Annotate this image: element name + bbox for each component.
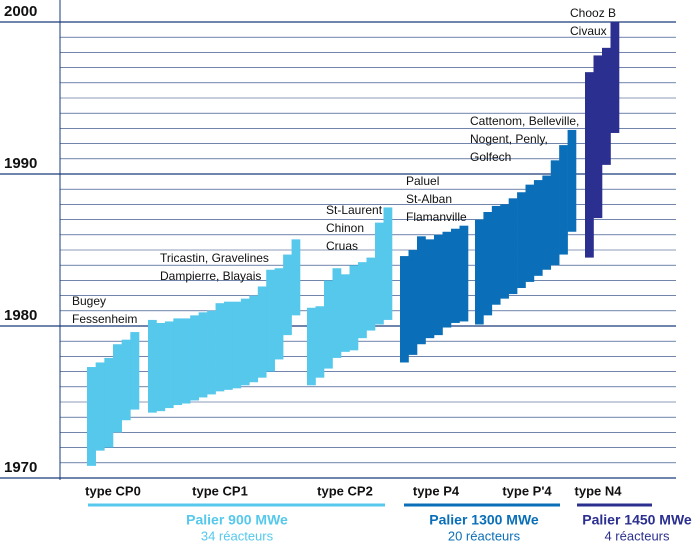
site-label: Paluel — [406, 174, 439, 188]
bar — [491, 205, 501, 305]
palier-name: Palier 1300 MWe — [429, 512, 539, 528]
palier-count: 20 réacteurs — [448, 528, 521, 543]
bar — [593, 55, 603, 219]
bar — [181, 318, 191, 404]
palier-count: 4 réacteurs — [604, 528, 670, 543]
bar — [148, 319, 157, 413]
bar — [500, 204, 509, 299]
bar — [408, 250, 418, 355]
bar — [508, 198, 518, 295]
bar — [375, 222, 384, 325]
bar — [164, 321, 174, 409]
bar — [459, 225, 469, 322]
group-label: type P4 — [413, 483, 460, 498]
site-label: Bugey — [72, 294, 106, 308]
group-label: type CP0 — [85, 483, 141, 498]
bar — [475, 219, 484, 325]
site-label: Cattenom, Belleville, — [470, 114, 579, 128]
site-label: Chinon — [326, 221, 364, 235]
bar — [156, 322, 166, 412]
bar — [232, 301, 242, 389]
bar — [383, 207, 393, 320]
bar — [358, 262, 367, 339]
bar — [341, 274, 350, 352]
bar — [190, 315, 199, 401]
group-label: type CP2 — [317, 483, 373, 498]
bar — [434, 234, 443, 336]
site-label: Flamanville — [406, 210, 467, 224]
bar — [173, 318, 183, 406]
bar — [425, 239, 435, 339]
y-tick-label: 1970 — [4, 459, 37, 476]
bar — [283, 254, 292, 336]
bar — [274, 268, 284, 360]
site-label: Tricastin, Gravelines — [160, 251, 269, 265]
bar — [559, 145, 568, 255]
site-label: Golfech — [470, 150, 511, 164]
bar — [87, 367, 96, 466]
site-label: Fessenheim — [72, 312, 137, 326]
bar — [121, 339, 131, 421]
y-tick-label: 1990 — [4, 155, 37, 172]
bar — [324, 280, 333, 369]
bar — [257, 286, 267, 378]
bar — [525, 184, 535, 282]
group-label: type P'4 — [502, 483, 552, 498]
site-label: St-Laurent — [326, 203, 383, 217]
bar — [315, 306, 325, 378]
site-label: Nogent, Penly, — [470, 132, 548, 146]
bar — [610, 22, 620, 133]
site-label: St-Alban — [406, 192, 452, 206]
site-label: Cruas — [326, 239, 358, 253]
bar — [95, 362, 105, 451]
bar — [451, 228, 460, 323]
bar — [224, 301, 233, 390]
bar — [585, 72, 594, 258]
bar — [249, 295, 259, 383]
bar — [332, 268, 342, 358]
site-label: Chooz B — [570, 6, 616, 20]
bar — [266, 269, 275, 372]
bar — [533, 180, 543, 276]
bar — [400, 256, 409, 363]
bar — [207, 310, 216, 395]
bar — [483, 212, 493, 316]
site-label: Dampierre, Blayais — [160, 269, 261, 283]
bar — [307, 307, 316, 386]
bar — [130, 332, 140, 410]
y-tick-label: 2000 — [4, 3, 37, 20]
group-label: type N4 — [575, 483, 623, 498]
palier-name: Palier 900 MWe — [186, 512, 288, 528]
bar — [349, 265, 359, 351]
bar — [291, 239, 301, 316]
bar — [567, 129, 577, 232]
bar — [198, 312, 208, 398]
bar — [240, 298, 250, 386]
bar — [417, 236, 426, 345]
site-label: Civaux — [570, 24, 607, 38]
bar — [542, 175, 552, 270]
palier-name: Palier 1450 MWe — [582, 512, 692, 528]
bar — [215, 303, 225, 392]
bar — [113, 344, 122, 433]
palier-count: 34 réacteurs — [201, 528, 274, 543]
bar — [104, 357, 114, 448]
y-tick-label: 1980 — [4, 307, 37, 324]
group-label: type CP1 — [192, 483, 248, 498]
bar — [366, 257, 376, 331]
bar — [442, 231, 452, 328]
bar — [602, 47, 611, 165]
bar — [517, 192, 526, 288]
bar — [550, 160, 560, 266]
